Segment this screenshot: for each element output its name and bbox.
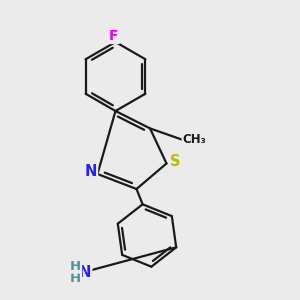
Text: N: N — [79, 265, 92, 280]
Text: N: N — [85, 164, 97, 179]
Text: H: H — [70, 272, 81, 285]
Text: F: F — [109, 29, 119, 43]
Text: S: S — [170, 154, 181, 169]
Text: CH₃: CH₃ — [182, 133, 206, 146]
Text: H: H — [70, 260, 81, 273]
